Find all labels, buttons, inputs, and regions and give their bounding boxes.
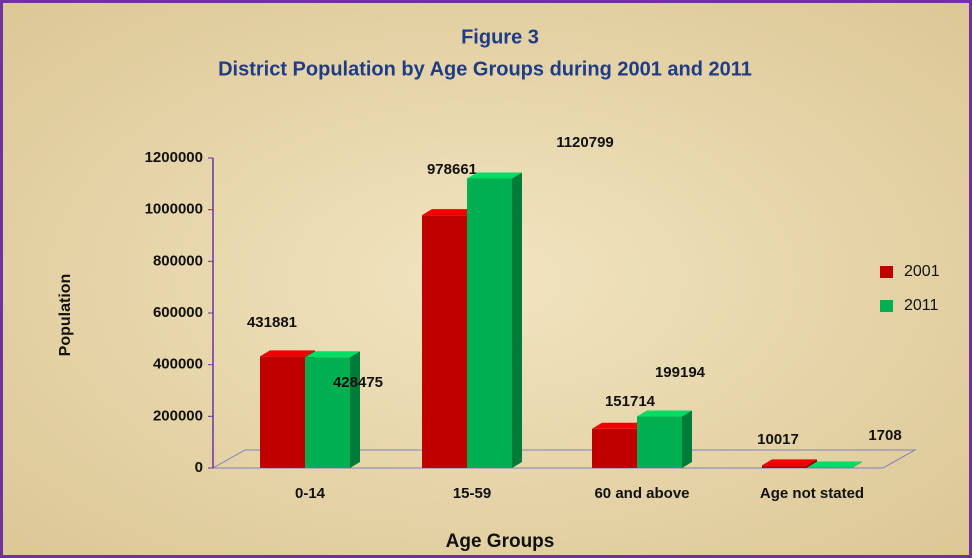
data-label: 151714 [605, 393, 656, 410]
data-label: 428475 [333, 374, 383, 391]
y-tick-label: 200000 [153, 407, 203, 424]
bar-top [305, 351, 360, 358]
y-tick-label: 600000 [153, 304, 203, 321]
bar-top [467, 172, 522, 179]
x-tick-label: Age not stated [759, 485, 865, 502]
y-tick-label: 0 [195, 459, 203, 476]
chart-subtitle: District Population by Age Groups during… [218, 58, 752, 80]
bar [422, 215, 467, 468]
bar [305, 357, 350, 468]
bar [637, 416, 682, 468]
bar [762, 465, 807, 468]
bar-top [762, 459, 817, 466]
bar-top [422, 209, 477, 216]
y-tick-label: 1000000 [145, 201, 203, 218]
data-label: 10017 [757, 431, 799, 448]
data-label: 1120799 [556, 134, 614, 151]
data-label: 1708 [868, 427, 901, 444]
legend-label: 2001 [904, 263, 940, 280]
bar [467, 178, 512, 468]
bar-top [260, 350, 315, 357]
x-tick-label: 0-14 [294, 485, 326, 502]
bar [260, 356, 305, 468]
bar-top [592, 422, 647, 429]
bar [592, 428, 637, 468]
bar-side [682, 410, 692, 468]
legend-label: 2011 [904, 297, 939, 314]
y-axis-label: Population [57, 274, 74, 357]
y-tick-label: 1200000 [145, 149, 203, 166]
bar-side [807, 459, 817, 468]
bar-top [637, 410, 692, 417]
legend-swatch [880, 266, 893, 278]
x-tick-label: 60 and above [594, 485, 690, 502]
bar-side [350, 351, 360, 468]
chart-title: Figure 3 [461, 26, 539, 48]
x-axis-label: Age Groups [446, 531, 555, 552]
x-tick-label: 15-59 [452, 485, 492, 502]
data-label: 978661 [427, 161, 477, 178]
y-tick-label: 400000 [153, 356, 203, 373]
bar-side [512, 172, 522, 468]
data-label: 431881 [247, 314, 297, 331]
data-label: 199194 [655, 364, 706, 381]
y-tick-label: 800000 [153, 252, 203, 269]
legend-swatch [880, 300, 893, 312]
bar-side [852, 461, 862, 468]
bar-top [807, 461, 862, 468]
